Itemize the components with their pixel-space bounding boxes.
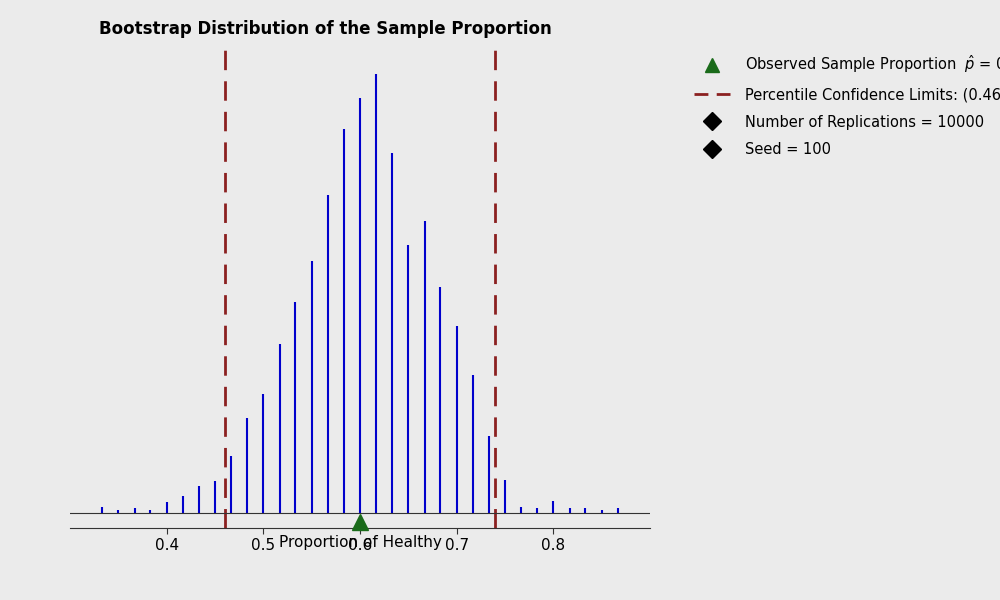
Legend: Observed Sample Proportion  $\hat{p}$ = 0.6, Percentile Confidence Limits: (0.46: Observed Sample Proportion $\hat{p}$ = 0… xyxy=(686,46,1000,164)
Text: Bootstrap Distribution of the Sample Proportion: Bootstrap Distribution of the Sample Pro… xyxy=(99,20,552,38)
Text: Proportion of Healthy: Proportion of Healthy xyxy=(279,535,441,550)
